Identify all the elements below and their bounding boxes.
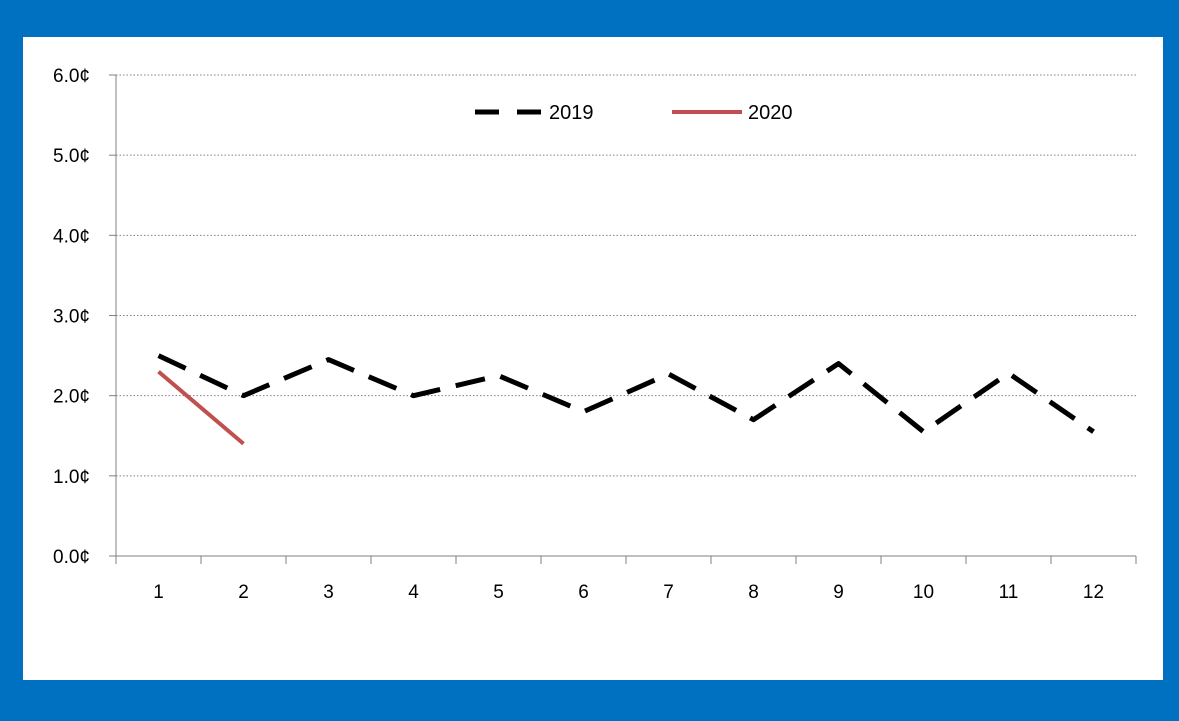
y-tick-label: 0.0¢ [53,547,90,568]
x-tick-label: 8 [748,582,759,603]
legend: 2019 2020 [475,102,793,124]
x-tick-label: 10 [913,582,934,603]
y-tick-label: 4.0¢ [53,226,90,247]
x-tick-label: 5 [493,582,504,603]
series-lines [157,353,1095,446]
series-line-2020 [157,370,245,446]
series-line-2019 [157,353,1095,435]
legend-label-2020: 2020 [748,102,793,124]
x-tick-label: 12 [1083,582,1104,603]
y-tick-label: 2.0¢ [53,387,90,408]
axes [109,74,1137,564]
chart-panel [23,37,1163,680]
x-tick-label: 2 [238,582,249,603]
legend-label-2019: 2019 [549,102,594,124]
x-tick-label: 6 [578,582,589,603]
x-tick-label: 9 [833,582,844,603]
x-axis-tick-labels: 1 2 3 4 5 6 7 8 9 10 11 12 [153,582,1104,603]
x-tick-label: 11 [999,582,1019,603]
x-tick-label: 3 [323,582,334,603]
x-tick-label: 7 [663,582,674,603]
y-tick-label: 5.0¢ [53,146,90,167]
y-tick-label: 1.0¢ [53,467,90,488]
x-tick-label: 1 [153,582,164,603]
y-tick-label: 6.0¢ [53,66,90,87]
y-axis-tick-labels: 0.0¢ 1.0¢ 2.0¢ 3.0¢ 4.0¢ 5.0¢ 6.0¢ [53,66,90,568]
x-tick-label: 4 [408,582,419,603]
gridlines [116,74,1136,477]
y-tick-label: 3.0¢ [53,307,90,328]
